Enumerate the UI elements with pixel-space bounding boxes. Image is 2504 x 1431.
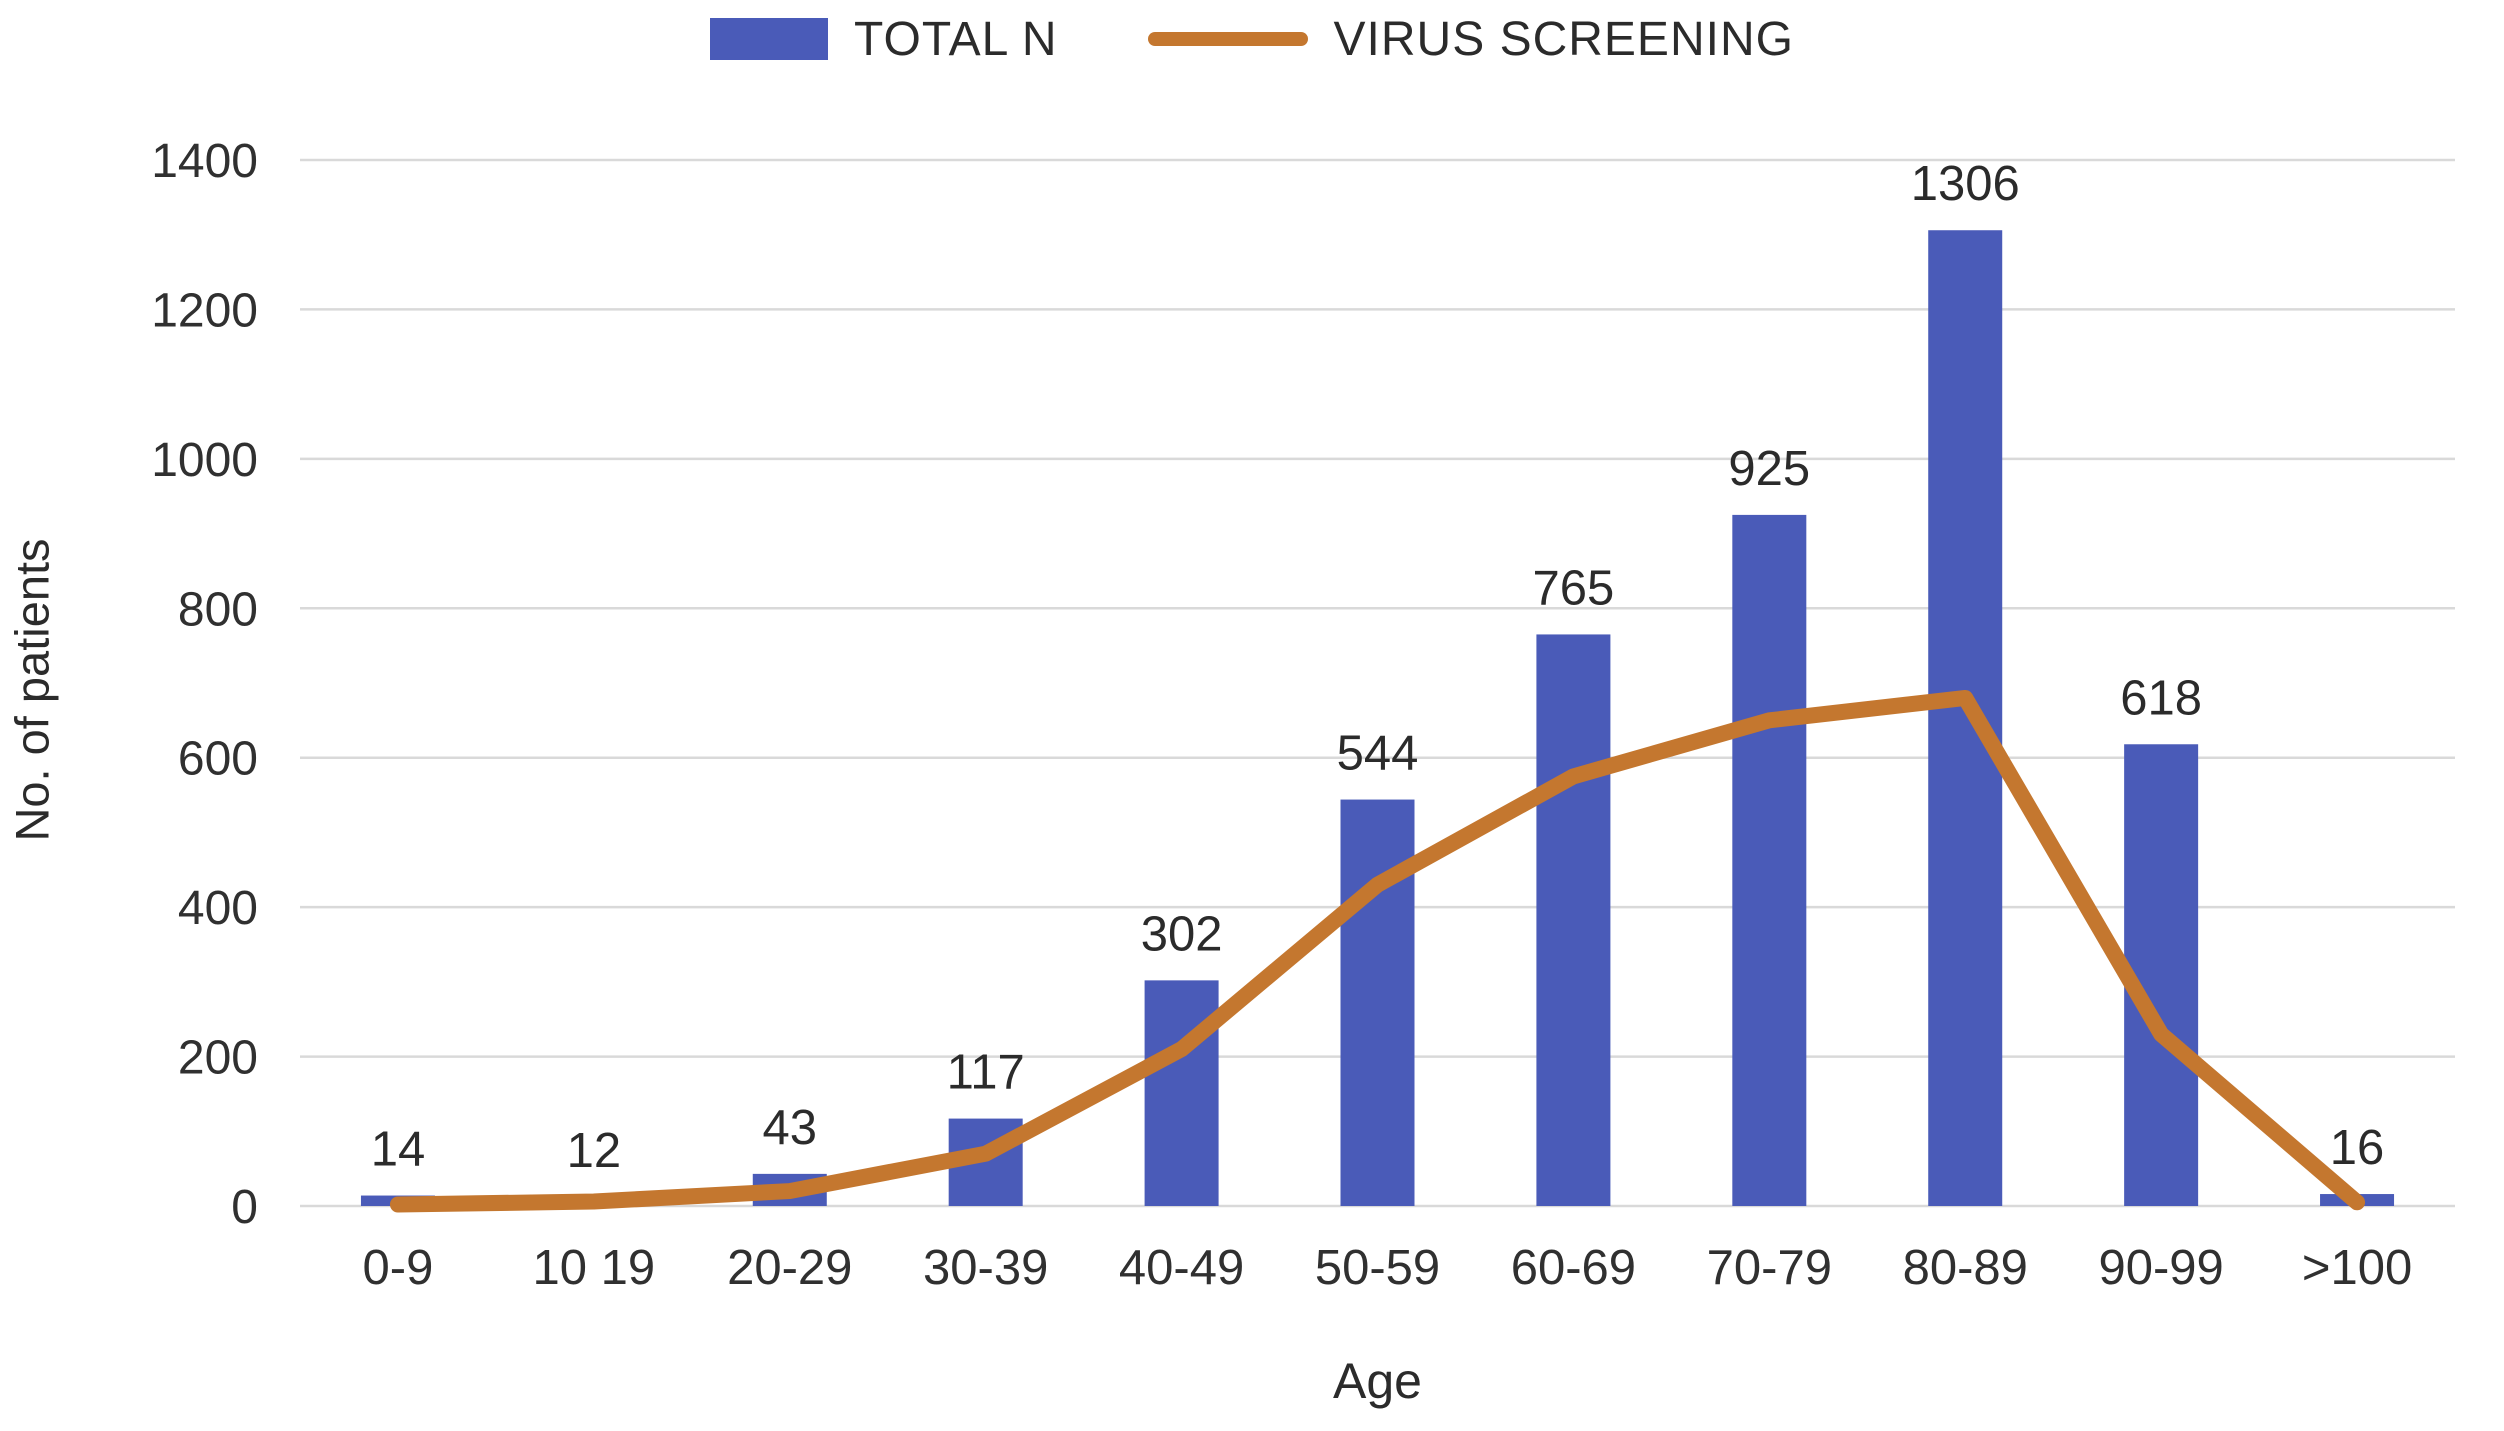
x-tick-label: 90-99: [2098, 1241, 2223, 1295]
virus-screening-line: [389, 689, 2366, 1213]
x-tick-label: 10 19: [533, 1241, 656, 1295]
bar: [2124, 744, 2199, 1206]
bar-value-label: 544: [1337, 727, 1419, 781]
bar-value-label: 43: [763, 1101, 818, 1155]
x-tick-label: 50-59: [1315, 1241, 1440, 1295]
x-tick-label: 80-89: [1903, 1241, 2028, 1295]
y-tick-label: 400: [178, 882, 258, 935]
x-tick-label: 60-69: [1511, 1241, 1636, 1295]
x-tick-label: 70-79: [1707, 1241, 1832, 1295]
legend-item-total-n: TOTAL N: [710, 12, 1057, 67]
x-tick-label: 0-9: [363, 1241, 434, 1295]
bar: [1732, 514, 1807, 1206]
bar-value-label: 1306: [1911, 157, 2020, 211]
y-tick-label: 800: [178, 583, 258, 636]
bar-value-label: 12: [567, 1124, 622, 1178]
legend-label-total-n: TOTAL N: [854, 12, 1058, 66]
bar-value-label: 765: [1533, 561, 1615, 615]
bar: [1340, 799, 1415, 1206]
bar-value-label: 618: [2120, 671, 2202, 725]
y-tick-label: 0: [231, 1181, 258, 1234]
y-tick-label: 1200: [151, 284, 258, 337]
y-tick-label: 600: [178, 733, 258, 786]
x-axis-title: Age: [1333, 1353, 1422, 1409]
y-tick-label: 200: [178, 1032, 258, 1085]
bar: [1928, 230, 2003, 1206]
bar-value-label: 302: [1141, 907, 1223, 961]
bar-value-label: 925: [1728, 442, 1810, 496]
y-tick-label: 1400: [151, 135, 258, 188]
legend-swatch-bar-icon: [710, 18, 829, 60]
x-tick-label: 40-49: [1119, 1241, 1244, 1295]
x-tick-label: 20-29: [727, 1241, 852, 1295]
bar-value-label: 117: [947, 1046, 1025, 1100]
bar: [1536, 634, 1611, 1206]
bar-value-label: 16: [2330, 1121, 2385, 1175]
legend-label-virus-screening: VIRUS SCREENING: [1333, 12, 1794, 66]
bar: [1144, 980, 1219, 1206]
x-tick-label: 30-39: [923, 1241, 1048, 1295]
legend-item-virus-screening: VIRUS SCREENING: [1147, 12, 1794, 67]
bar-value-label: 14: [371, 1123, 426, 1177]
x-tick-label: >100: [2302, 1241, 2412, 1295]
chart-legend: TOTAL N VIRUS SCREENING: [0, 6, 2504, 72]
legend-swatch-line-icon: [1147, 32, 1308, 46]
y-tick-label: 1000: [151, 434, 258, 487]
